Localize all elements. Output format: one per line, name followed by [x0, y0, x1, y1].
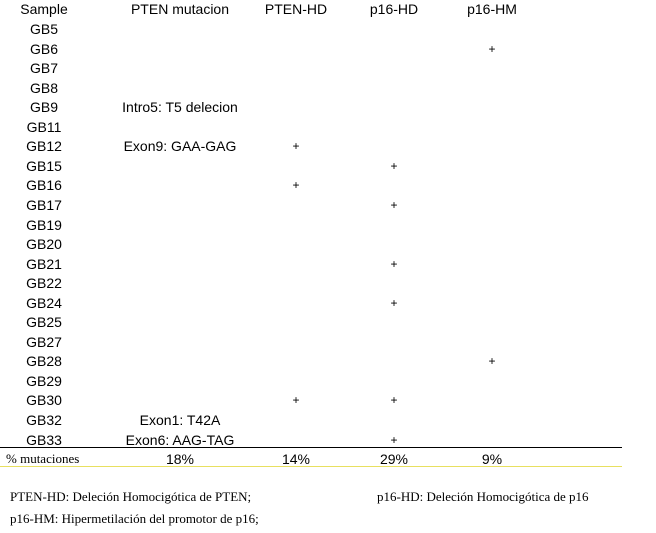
summary-label: % mutaciones — [6, 451, 80, 466]
cell-p16-hd: + — [390, 296, 398, 310]
summary-pten-hd: 14% — [281, 451, 311, 467]
cell-sample: GB20 — [26, 236, 62, 252]
cell-pten-mutacion: Exon6: AAG-TAG — [125, 432, 235, 448]
cell-sample: GB16 — [26, 177, 62, 193]
cell-p16-hm: + — [488, 354, 496, 368]
cell-pten-mutacion: Intro5: T5 delecion — [122, 99, 238, 115]
cell-sample: GB15 — [26, 158, 62, 174]
cell-sample: GB5 — [29, 21, 58, 37]
cell-sample: GB33 — [26, 432, 62, 448]
cell-sample: GB9 — [29, 99, 58, 115]
cell-sample: GB24 — [26, 295, 62, 311]
footnote-p16-hd: p16-HD: Deleción Homocigótica de p16 — [377, 489, 589, 504]
summary-p16-hm: 9% — [481, 451, 503, 467]
cell-p16-hd: + — [390, 433, 398, 447]
footnote-pten-hd: PTEN-HD: Deleción Homocigótica de PTEN; — [10, 489, 252, 504]
header-pten-mutacion: PTEN mutacion — [130, 1, 230, 17]
cell-sample: GB29 — [26, 373, 62, 389]
summary-top-rule — [0, 447, 622, 448]
cell-sample: GB19 — [26, 217, 62, 233]
header-p16-hd: p16-HD — [369, 1, 419, 17]
cell-p16-hm: + — [488, 42, 496, 56]
cell-p16-hd: + — [390, 393, 398, 407]
cell-sample: GB27 — [26, 334, 62, 350]
cell-pten-hd: + — [292, 393, 300, 407]
header-p16-hm: p16-HM — [467, 1, 517, 17]
cell-sample: GB8 — [29, 80, 58, 96]
cell-sample: GB12 — [26, 138, 62, 154]
summary-p16-hd: 29% — [379, 451, 409, 467]
cell-sample: GB28 — [26, 353, 62, 369]
cell-sample: GB22 — [26, 275, 62, 291]
cell-sample: GB25 — [26, 314, 62, 330]
cell-sample: GB30 — [26, 392, 62, 408]
cell-sample: GB21 — [26, 256, 62, 272]
cell-p16-hd: + — [390, 257, 398, 271]
cell-pten-mutacion: Exon1: T42A — [139, 412, 221, 428]
footnote-p16-hm: p16-HM: Hipermetilación del promotor de … — [10, 511, 259, 526]
summary-pten-mutacion: 18% — [165, 451, 195, 467]
cell-pten-mutacion: Exon9: GAA-GAG — [123, 138, 237, 154]
cell-sample: GB7 — [29, 60, 58, 76]
cell-p16-hd: + — [390, 159, 398, 173]
cell-pten-hd: + — [292, 139, 300, 153]
cell-sample: GB11 — [26, 119, 62, 135]
cell-p16-hd: + — [390, 198, 398, 212]
summary-bottom-rule — [0, 466, 622, 467]
cell-sample: GB32 — [26, 412, 62, 428]
cell-pten-hd: + — [292, 178, 300, 192]
cell-sample: GB6 — [29, 41, 58, 57]
header-sample: Sample — [20, 1, 68, 17]
header-pten-hd: PTEN-HD — [264, 1, 328, 17]
cell-sample: GB17 — [26, 197, 62, 213]
